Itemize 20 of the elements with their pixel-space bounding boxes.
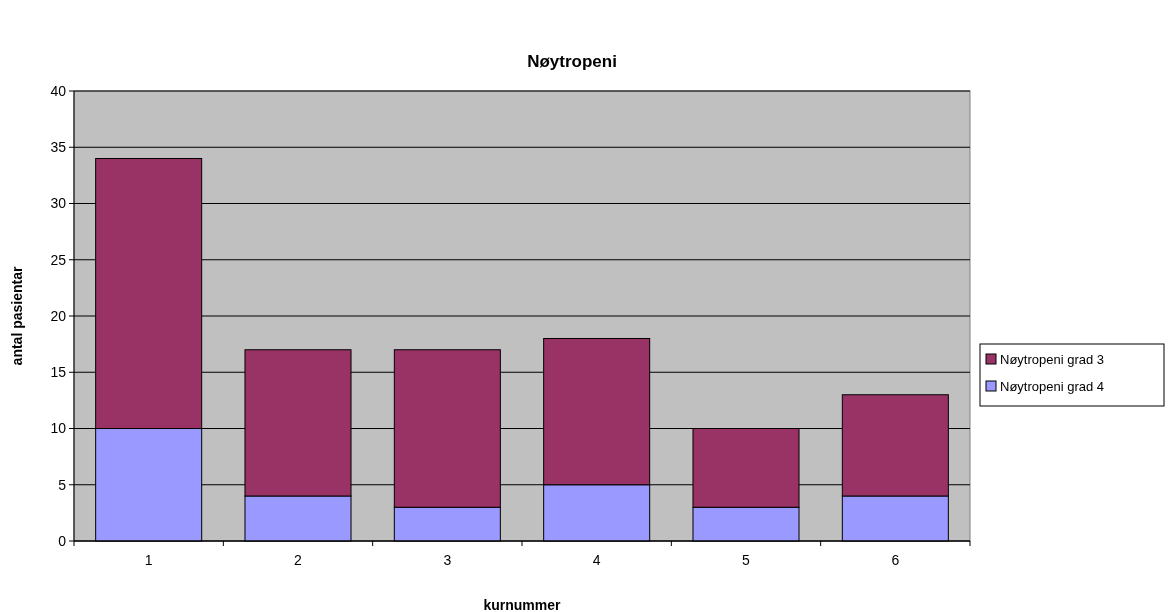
y-tick-label: 40 [50,82,67,99]
legend-label: Nøytropeni grad 4 [1000,378,1105,394]
x-tick-label: 6 [891,552,900,568]
x-tick-label: 5 [742,552,751,568]
chart-title: Nøytropeni [527,52,617,71]
y-tick-label: 25 [50,251,67,268]
y-tick-label: 35 [50,139,67,156]
y-tick-label: 20 [50,307,67,324]
y-tick-label: 0 [58,532,67,549]
x-tick-label: 1 [144,552,153,568]
y-axis-title: antal pasientar [9,266,25,366]
legend-label: Nøytropeni grad 3 [1000,351,1105,367]
y-tick-label: 30 [50,195,67,212]
y-tick-label: 5 [58,476,67,493]
x-tick-label: 3 [443,552,452,568]
y-tick-label: 10 [50,420,67,437]
y-tick-label: 15 [50,364,67,381]
x-axis-title: kurnummer [483,597,562,612]
x-tick-label: 2 [294,552,303,568]
x-tick-label: 4 [592,552,601,568]
